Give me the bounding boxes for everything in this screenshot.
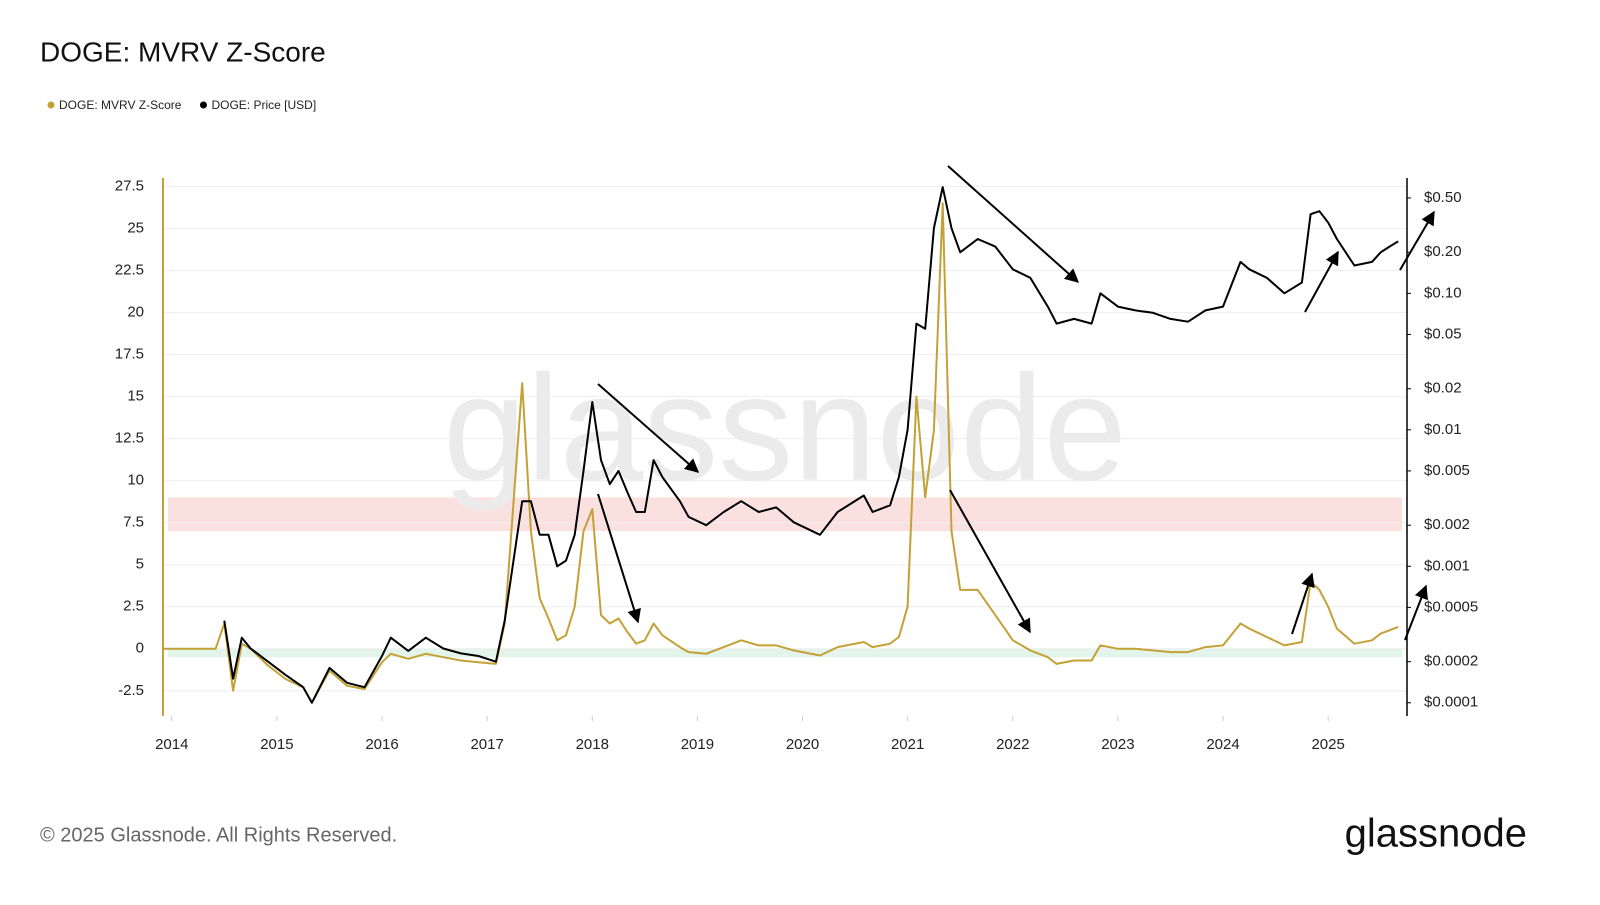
y2-tick-label: $0.20 xyxy=(1424,243,1462,260)
y2-tick-label: $0.0002 xyxy=(1424,653,1478,670)
legend-marker xyxy=(47,101,55,109)
y-tick-label: 10 xyxy=(127,472,144,489)
legend-marker xyxy=(199,101,207,109)
legend-label: DOGE: MVRV Z-Score xyxy=(59,98,182,112)
x-tick-label: 2024 xyxy=(1206,736,1239,753)
y-tick-label: 17.5 xyxy=(115,346,144,363)
lines xyxy=(163,186,1399,704)
y2-tick-label: $0.02 xyxy=(1424,380,1462,397)
y-tick-label: 7.5 xyxy=(123,514,144,531)
y2-tick-label: $0.0005 xyxy=(1424,598,1478,615)
x-tick-label: 2022 xyxy=(996,736,1029,753)
y-tick-label: 0 xyxy=(136,640,144,657)
brand-logo: glassnode xyxy=(1345,812,1527,856)
grid: -2.5 0 2.5 5 7.5 10 12.5 15 17.5 20 22.5 25 27.5 $0.0… xyxy=(115,177,1478,753)
arrow xyxy=(1404,584,1428,641)
y2-tick-label: $0.01 xyxy=(1424,421,1462,438)
y-tick-label: 12.5 xyxy=(115,430,144,447)
x-tick-label: 2014 xyxy=(155,736,188,753)
x-tick-label: 2016 xyxy=(365,736,398,753)
y2-tick-label: $0.10 xyxy=(1424,284,1462,301)
y-tick-label: 5 xyxy=(136,556,144,573)
series-line xyxy=(163,202,1399,704)
series-line xyxy=(223,186,1399,704)
arrow xyxy=(949,489,1031,634)
y-tick-label: 15 xyxy=(127,388,144,405)
y-tick-label: 2.5 xyxy=(123,598,144,615)
footer: © 2025 Glassnode. All Rights Reserved. xyxy=(40,824,397,846)
x-tick-label: 2025 xyxy=(1311,736,1344,753)
y-tick-label: 25 xyxy=(127,219,144,236)
arrow xyxy=(597,383,700,473)
chart-title: DOGE: MVRV Z-Score xyxy=(40,36,326,67)
arrow xyxy=(947,165,1080,283)
arrow xyxy=(1399,210,1435,271)
y-tick-label: 20 xyxy=(127,303,144,320)
y2-tick-label: $0.005 xyxy=(1424,462,1470,479)
y-tick-label: 27.5 xyxy=(115,177,144,194)
x-tick-label: 2015 xyxy=(260,736,293,753)
y2-tick-label: $0.001 xyxy=(1424,557,1470,574)
x-tick-label: 2021 xyxy=(891,736,924,753)
x-tick-label: 2018 xyxy=(576,736,609,753)
y-tick-label: -2.5 xyxy=(118,682,144,699)
y2-tick-label: $0.50 xyxy=(1424,189,1462,206)
watermark: glassnode xyxy=(443,344,1127,512)
y2-tick-label: $0.002 xyxy=(1424,516,1470,533)
x-tick-label: 2023 xyxy=(1101,736,1134,753)
arrow xyxy=(1291,572,1315,635)
annotation-arrows xyxy=(597,165,1435,641)
legend-label: DOGE: Price [USD] xyxy=(211,98,316,112)
y2-tick-label: $0.0001 xyxy=(1424,694,1478,711)
bands xyxy=(168,497,1402,658)
x-tick-label: 2019 xyxy=(681,736,714,753)
x-tick-label: 2017 xyxy=(470,736,503,753)
legend: DOGE: MVRV Z-Score DOGE: Price [USD] xyxy=(47,98,316,112)
arrow xyxy=(1304,250,1339,313)
y-tick-label: 22.5 xyxy=(115,261,144,278)
zone-band xyxy=(168,648,1402,658)
arrow xyxy=(597,493,641,624)
y2-tick-label: $0.05 xyxy=(1424,325,1462,342)
x-tick-label: 2020 xyxy=(786,736,819,753)
